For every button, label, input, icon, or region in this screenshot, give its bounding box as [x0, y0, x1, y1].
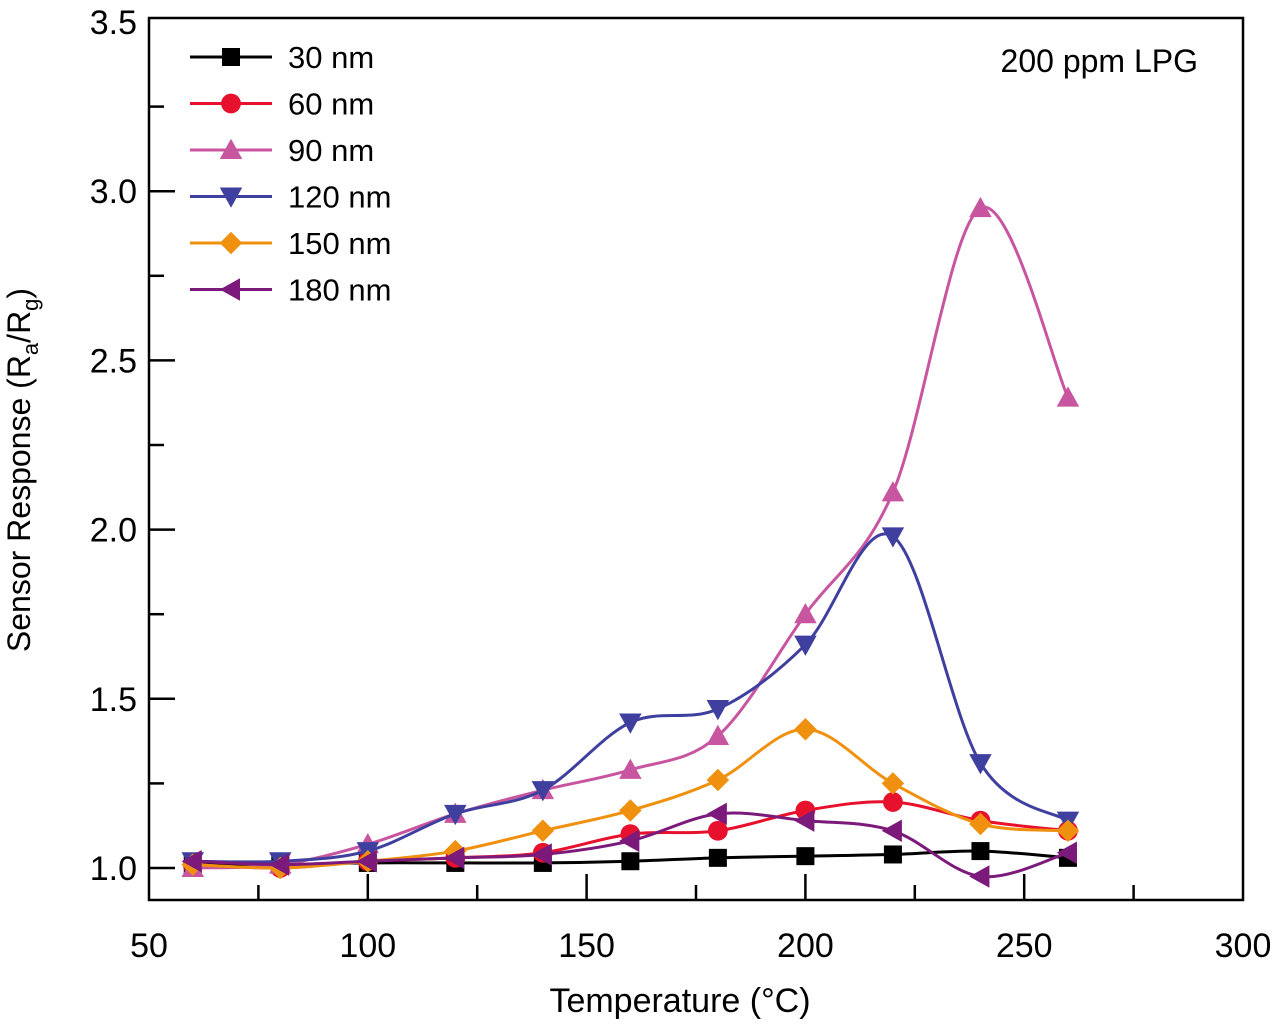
y-tick-label: 3.0 [90, 173, 137, 211]
legend-item: 120 nm [190, 180, 391, 215]
legend: 30 nm 60 nm 90 nm 120 nm 150 nm 180 nm [190, 40, 391, 308]
series-line [192, 727, 1069, 870]
data-point [269, 853, 290, 876]
legend-item: 60 nm [190, 87, 374, 122]
data-point [969, 865, 990, 888]
x-tick-label: 300 [1215, 927, 1272, 965]
data-point [1056, 819, 1080, 843]
data-point [883, 792, 903, 812]
legend-marker [219, 231, 243, 255]
x-tick-label: 200 [777, 927, 834, 965]
data-point [971, 842, 990, 861]
data-point [1056, 386, 1080, 407]
series-180-nm [181, 802, 1077, 888]
data-point [356, 849, 377, 873]
data-point [619, 713, 642, 734]
data-point [881, 481, 905, 502]
data-point [619, 829, 640, 853]
data-point [706, 724, 730, 746]
data-point [706, 699, 730, 721]
data-point [1056, 841, 1077, 865]
data-point [706, 802, 727, 826]
legend-label: 30 nm [288, 40, 374, 75]
data-point [794, 718, 817, 741]
data-point [531, 843, 552, 866]
data-point [444, 846, 465, 870]
data-point [881, 819, 902, 843]
legend-label: 60 nm [288, 87, 374, 122]
legend-label: 90 nm [288, 133, 374, 168]
legend-marker [219, 138, 243, 159]
legend-marker [221, 93, 241, 114]
x-tick-label: 150 [558, 927, 615, 965]
data-point [883, 845, 902, 864]
data-point [444, 804, 467, 826]
y-axis-label: Sensor Response (Ra/Rg) [1, 288, 43, 652]
data-point [531, 781, 555, 802]
legend-item: 30 nm [190, 40, 374, 75]
data-point [531, 819, 555, 843]
x-axis-label: Temperature (°C) [549, 982, 810, 1020]
data-point [881, 772, 905, 795]
x-tick-label: 250 [996, 927, 1053, 965]
legend-marker [219, 278, 240, 301]
legend-item: 90 nm [190, 133, 374, 168]
data-point [794, 602, 817, 624]
data-point [794, 809, 815, 832]
legend-label: 180 nm [288, 273, 391, 308]
data-point [969, 812, 992, 836]
data-point [707, 820, 728, 841]
data-point [969, 754, 992, 775]
legend-item: 180 nm [190, 273, 391, 308]
x-tick-label: 50 [130, 927, 168, 965]
y-tick-label: 2.5 [90, 342, 137, 380]
data-point [708, 848, 727, 867]
annotation-label: 200 ppm LPG [1001, 43, 1198, 79]
y-tick-label: 1.5 [90, 681, 137, 719]
data-point [796, 847, 815, 866]
data-point [706, 768, 730, 792]
legend-marker [219, 187, 243, 208]
data-point [619, 799, 642, 822]
series-line [192, 532, 1069, 864]
series-120-nm [181, 527, 1080, 873]
legend-label: 120 nm [288, 180, 391, 215]
legend-item: 150 nm [190, 226, 391, 261]
data-point [794, 635, 817, 656]
data-point [619, 758, 642, 779]
y-tick-label: 2.0 [90, 512, 137, 550]
x-tick-label: 100 [339, 927, 396, 965]
legend-label: 150 nm [288, 226, 391, 261]
legend-marker [222, 48, 240, 66]
data-point [881, 527, 905, 548]
y-tick-label: 3.5 [90, 4, 137, 42]
data-point [969, 196, 992, 218]
data-point [181, 849, 202, 873]
y-tick-label: 1.0 [90, 850, 137, 888]
data-point [621, 852, 640, 871]
